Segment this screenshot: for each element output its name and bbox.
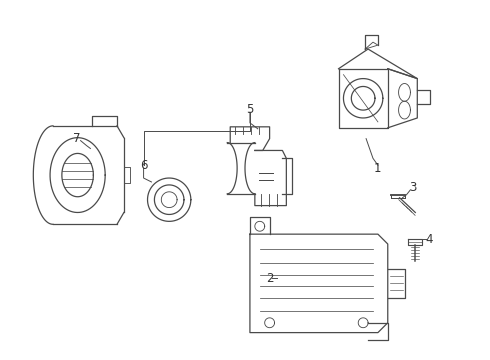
Text: 1: 1 bbox=[374, 162, 382, 175]
Text: 6: 6 bbox=[140, 159, 147, 172]
Text: 3: 3 bbox=[409, 181, 416, 194]
Text: 7: 7 bbox=[73, 132, 80, 145]
Text: 5: 5 bbox=[246, 103, 254, 116]
Text: 4: 4 bbox=[425, 233, 433, 246]
Text: 2: 2 bbox=[266, 272, 273, 285]
